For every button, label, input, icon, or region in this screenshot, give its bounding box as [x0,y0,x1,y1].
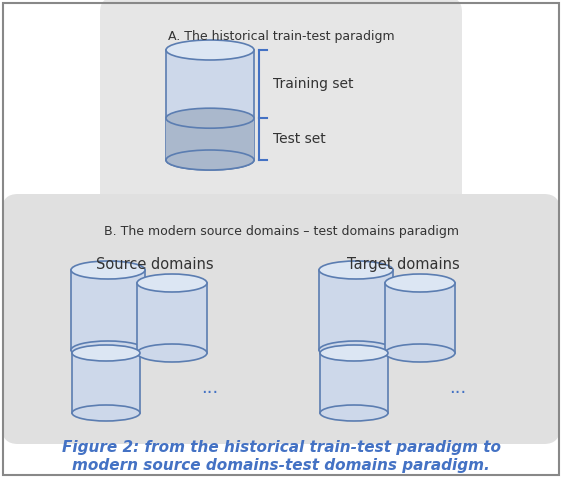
Text: Source domains: Source domains [96,257,214,272]
Text: Training set: Training set [273,77,353,91]
Ellipse shape [166,150,254,170]
Ellipse shape [385,274,455,292]
Ellipse shape [137,344,207,362]
Polygon shape [385,283,455,353]
Ellipse shape [166,40,254,60]
Ellipse shape [72,345,140,361]
Polygon shape [320,353,388,413]
Polygon shape [137,283,207,353]
Ellipse shape [166,108,254,128]
Ellipse shape [71,341,145,359]
Polygon shape [166,50,254,160]
Ellipse shape [319,261,393,279]
Text: B. The modern source domains – test domains paradigm: B. The modern source domains – test doma… [103,225,459,238]
Ellipse shape [319,341,393,359]
Text: modern source domains-test domains paradigm.: modern source domains-test domains parad… [72,458,490,473]
FancyBboxPatch shape [100,0,462,212]
Ellipse shape [385,344,455,362]
Polygon shape [71,270,145,350]
Text: ...: ... [201,379,219,397]
Ellipse shape [71,261,145,279]
Ellipse shape [166,150,254,170]
Ellipse shape [320,345,388,361]
Text: Target domains: Target domains [347,257,459,272]
Ellipse shape [320,405,388,421]
Ellipse shape [72,405,140,421]
Text: ...: ... [450,379,466,397]
FancyBboxPatch shape [2,194,560,444]
Ellipse shape [137,274,207,292]
Text: A. The historical train-test paradigm: A. The historical train-test paradigm [167,30,395,43]
Polygon shape [166,118,254,160]
Polygon shape [72,353,140,413]
Text: Test set: Test set [273,132,326,146]
Text: Figure 2: from the historical train-test paradigm to: Figure 2: from the historical train-test… [61,440,501,455]
Polygon shape [319,270,393,350]
